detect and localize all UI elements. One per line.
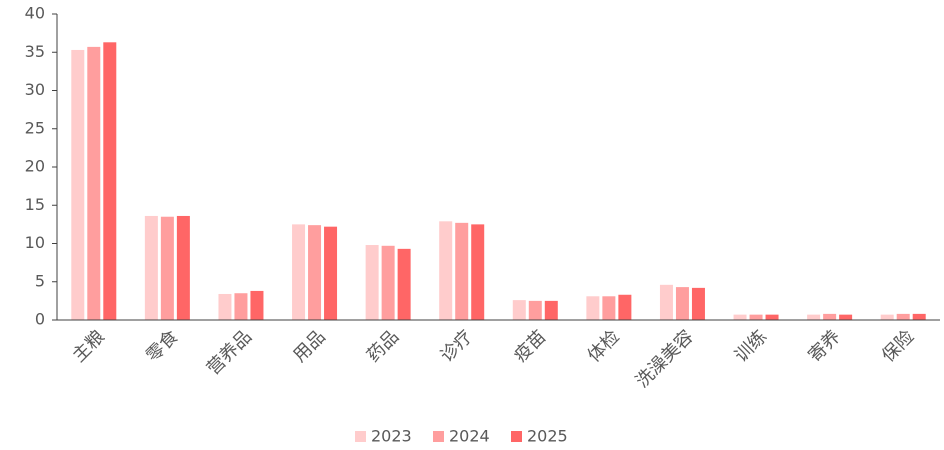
- bar: [439, 221, 453, 320]
- bar: [455, 222, 469, 320]
- y-tick-label: 10: [25, 233, 45, 252]
- x-tick-label: 零食: [142, 326, 182, 366]
- x-tick-label: 诊疗: [436, 326, 476, 366]
- y-tick-label: 0: [35, 310, 45, 329]
- bar: [292, 224, 306, 320]
- x-tick-label: 寄养: [804, 326, 844, 366]
- bar: [250, 290, 264, 320]
- bar: [659, 284, 673, 320]
- bar: [234, 293, 248, 320]
- legend-swatch: [433, 431, 444, 442]
- x-tick-label: 营养品: [203, 326, 256, 379]
- bar: [618, 294, 632, 320]
- bar: [144, 215, 158, 320]
- bar: [512, 300, 526, 320]
- x-tick-label: 药品: [363, 326, 403, 366]
- y-tick-label: 40: [25, 4, 45, 23]
- bar: [308, 225, 322, 320]
- bar: [160, 216, 174, 320]
- bar: [749, 314, 763, 320]
- bar: [87, 46, 101, 321]
- legend-label: 2025: [527, 427, 568, 446]
- y-tick-label: 25: [25, 118, 45, 137]
- x-tick-label: 保险: [878, 326, 918, 366]
- bar: [823, 313, 837, 320]
- bar: [71, 49, 85, 320]
- bar: [912, 313, 926, 320]
- legend-swatch: [355, 431, 366, 442]
- legend-label: 2024: [449, 427, 490, 446]
- bar: [586, 296, 600, 320]
- bar: [765, 314, 779, 320]
- bar: [103, 42, 117, 321]
- bar: [365, 245, 379, 320]
- bar: [218, 293, 232, 320]
- x-tick-label: 用品: [289, 326, 329, 366]
- y-tick-label: 30: [25, 80, 45, 99]
- bar: [381, 245, 395, 320]
- bar: [839, 314, 853, 320]
- bar: [602, 296, 616, 320]
- x-tick-label: 训练: [731, 326, 771, 366]
- bar: [807, 314, 821, 320]
- x-tick-label: 体检: [584, 326, 624, 366]
- bar: [544, 300, 558, 320]
- bar: [675, 287, 689, 320]
- legend-swatch: [511, 431, 522, 442]
- x-tick-label: 洗澡美容: [632, 326, 698, 392]
- bar: [176, 215, 190, 320]
- bar: [397, 248, 411, 320]
- y-tick-label: 20: [25, 157, 45, 176]
- x-tick-label: 疫苗: [510, 326, 550, 366]
- bar: [324, 226, 338, 320]
- bar: [691, 287, 705, 320]
- y-tick-label: 35: [25, 42, 45, 61]
- bar: [880, 314, 894, 320]
- bar: [528, 300, 542, 320]
- y-tick-label: 15: [25, 195, 45, 214]
- bar: [471, 224, 485, 320]
- x-tick-label: 主粮: [69, 326, 109, 366]
- bar: [733, 314, 747, 320]
- legend-label: 2023: [371, 427, 412, 446]
- bar: [896, 313, 910, 320]
- y-tick-label: 5: [35, 271, 45, 290]
